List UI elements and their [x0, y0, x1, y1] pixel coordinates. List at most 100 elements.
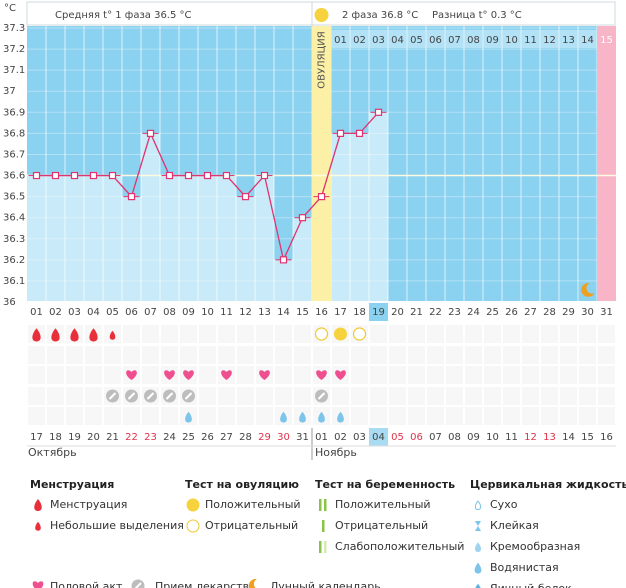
event-cell [237, 366, 254, 384]
event-cell [579, 407, 596, 425]
event-cell [522, 407, 539, 425]
phase2-cell [502, 30, 521, 48]
event-cell [218, 325, 235, 343]
phase2-day: 08 [467, 35, 480, 46]
event-cell [503, 407, 520, 425]
x-tick-label: 20 [391, 307, 404, 318]
x-tick-label: 01 [30, 307, 43, 318]
y-tick-label: 36.1 [3, 276, 25, 287]
event-cell [142, 346, 159, 364]
legend-icon [319, 499, 322, 511]
event-cell [484, 387, 501, 405]
y-tick-label: 36 [3, 297, 16, 308]
event-cell [408, 346, 425, 364]
event-cell [256, 387, 273, 405]
event-cell [522, 346, 539, 364]
event-cell [370, 346, 387, 364]
phase2-day: 13 [562, 35, 575, 46]
event-cell [123, 407, 140, 425]
event-cell [503, 325, 520, 343]
calendar-date: 28 [239, 432, 252, 443]
event-cell [598, 346, 615, 364]
x-tick-label: 27 [524, 307, 537, 318]
event-cell [256, 325, 273, 343]
temp-point [355, 129, 364, 137]
temp-point [108, 171, 117, 180]
event-cell [579, 346, 596, 364]
phase2-cell [578, 30, 597, 48]
heart-icon [316, 370, 327, 380]
event-cell [351, 407, 368, 425]
phase2-day: 04 [391, 35, 404, 46]
pill-line [134, 582, 142, 588]
x-tick-label: 31 [600, 307, 613, 318]
event-cell [408, 407, 425, 425]
event-cell [370, 407, 387, 425]
drop-icon [185, 411, 192, 423]
calendar-date: 27 [220, 432, 233, 443]
x-tick-label: 10 [201, 307, 214, 318]
legend-item: Сухо [490, 498, 518, 511]
temp-fill [293, 217, 312, 301]
event-cell [389, 366, 406, 384]
event-cell [47, 366, 64, 384]
event-cell [503, 387, 520, 405]
event-cell [199, 346, 216, 364]
event-cell [560, 346, 577, 364]
temp-point [51, 171, 60, 180]
x-tick-label: 30 [581, 307, 594, 318]
calendar-date: 22 [125, 432, 138, 443]
event-cell [47, 346, 64, 364]
x-tick-label: 28 [543, 307, 556, 318]
event-cell [465, 366, 482, 384]
phase2-day: 11 [524, 35, 537, 46]
temp-fill [236, 196, 255, 301]
phase2-cell [407, 30, 426, 48]
x-tick-label: 21 [410, 307, 423, 318]
y-tick-label: 37.1 [3, 65, 25, 76]
event-cell [85, 366, 102, 384]
temp-point [222, 171, 231, 180]
temp-point [317, 193, 326, 201]
drop-icon [70, 328, 79, 342]
event-cell [370, 366, 387, 384]
event-cell [370, 387, 387, 405]
event-cell [161, 346, 178, 364]
legend-item: Кремообразная [490, 540, 580, 553]
moon-icon [581, 282, 595, 297]
event-cell [199, 366, 216, 384]
phase2-day: 15 [600, 35, 613, 46]
event-cell [484, 325, 501, 343]
event-cell [522, 325, 539, 343]
calendar-date: 11 [505, 432, 518, 443]
event-cell [28, 366, 45, 384]
event-cell [28, 387, 45, 405]
event-cell [541, 325, 558, 343]
x-tick-label: 19 [372, 307, 385, 318]
event-cell [294, 325, 311, 343]
month-label: Ноябрь [315, 446, 357, 459]
ovu-test-negative [314, 327, 329, 341]
event-cell [579, 387, 596, 405]
month-label: Октябрь [28, 446, 77, 459]
event-cell [47, 387, 64, 405]
legend-item: Положительный [335, 498, 431, 511]
event-cell [408, 325, 425, 343]
phase2-cell [369, 30, 388, 48]
legend-title: Тест на овуляцию [185, 478, 299, 491]
event-cell [66, 387, 83, 405]
event-cell [560, 387, 577, 405]
temp-point [70, 171, 79, 180]
event-cell [389, 325, 406, 343]
calendar-date: 03 [353, 432, 366, 443]
event-cell [142, 366, 159, 384]
temp-fill [179, 175, 198, 301]
phase2-cell [445, 30, 464, 48]
y-tick-label: 36.5 [3, 192, 25, 203]
phase2-day: 06 [429, 35, 442, 46]
event-cell [541, 366, 558, 384]
x-tick-label: 14 [277, 307, 290, 318]
event-cell [465, 387, 482, 405]
phase2-cell [350, 30, 369, 48]
phase2-day: 05 [410, 35, 423, 46]
